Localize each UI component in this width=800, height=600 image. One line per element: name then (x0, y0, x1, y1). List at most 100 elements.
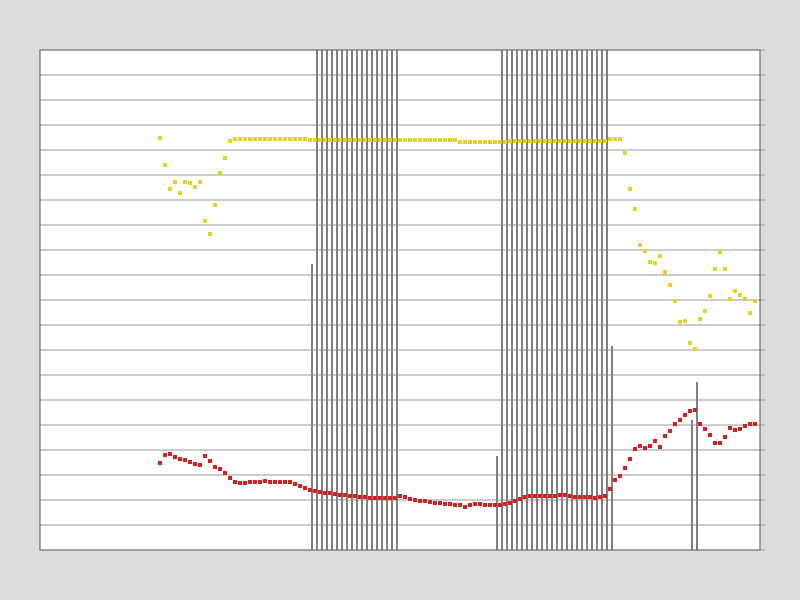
point (413, 498, 417, 502)
point (193, 462, 197, 466)
point (678, 418, 682, 422)
point (748, 311, 752, 315)
point (303, 137, 307, 141)
point (223, 471, 227, 475)
point (668, 283, 672, 287)
point (518, 497, 522, 501)
point (533, 139, 537, 143)
point (253, 480, 257, 484)
point (393, 138, 397, 142)
point (158, 136, 162, 140)
point (503, 502, 507, 506)
point (698, 422, 702, 426)
point (178, 457, 182, 461)
point (408, 497, 412, 501)
point (548, 139, 552, 143)
point (478, 140, 482, 144)
point (633, 447, 637, 451)
point (523, 495, 527, 499)
point (688, 341, 692, 345)
point (728, 426, 732, 430)
point (598, 139, 602, 143)
point (653, 439, 657, 443)
point (488, 503, 492, 507)
point (673, 299, 677, 303)
point (358, 138, 362, 142)
point (323, 138, 327, 142)
point (658, 445, 662, 449)
point (568, 139, 572, 143)
point (508, 501, 512, 505)
point (608, 487, 612, 491)
point (253, 137, 257, 141)
point (508, 139, 512, 143)
point (453, 138, 457, 142)
point (183, 458, 187, 462)
point (608, 137, 612, 141)
point (693, 347, 697, 351)
point (588, 495, 592, 499)
point (738, 293, 742, 297)
point (403, 138, 407, 142)
point (483, 503, 487, 507)
point (713, 267, 717, 271)
point (163, 453, 167, 457)
point (293, 137, 297, 141)
point (578, 139, 582, 143)
point (333, 492, 337, 496)
point (553, 494, 557, 498)
point (388, 496, 392, 500)
point (623, 151, 627, 155)
point (543, 494, 547, 498)
point (488, 140, 492, 144)
point (558, 493, 562, 497)
point (593, 139, 597, 143)
point (158, 461, 162, 465)
point (303, 486, 307, 490)
point (438, 501, 442, 505)
point (643, 446, 647, 450)
point (318, 490, 322, 494)
point (263, 479, 267, 483)
point (353, 138, 357, 142)
point (498, 140, 502, 144)
point (313, 489, 317, 493)
point (688, 409, 692, 413)
point (193, 185, 197, 189)
point (723, 267, 727, 271)
point (483, 140, 487, 144)
point (528, 494, 532, 498)
point (258, 480, 262, 484)
point (283, 480, 287, 484)
point (453, 503, 457, 507)
point (603, 139, 607, 143)
point (563, 493, 567, 497)
point (583, 495, 587, 499)
point (458, 503, 462, 507)
point (283, 137, 287, 141)
point (593, 496, 597, 500)
point (478, 502, 482, 506)
point (178, 191, 182, 195)
point (613, 478, 617, 482)
point (393, 496, 397, 500)
point (278, 137, 282, 141)
point (233, 480, 237, 484)
point (363, 495, 367, 499)
point (723, 435, 727, 439)
plot-border (39, 49, 761, 551)
point (703, 309, 707, 313)
point (703, 427, 707, 431)
point (383, 138, 387, 142)
point (653, 261, 657, 265)
point (498, 503, 502, 507)
point (598, 495, 602, 499)
point (743, 297, 747, 301)
point (343, 138, 347, 142)
point (493, 503, 497, 507)
point (463, 140, 467, 144)
point (398, 138, 402, 142)
point (423, 499, 427, 503)
point (208, 459, 212, 463)
point (663, 270, 667, 274)
